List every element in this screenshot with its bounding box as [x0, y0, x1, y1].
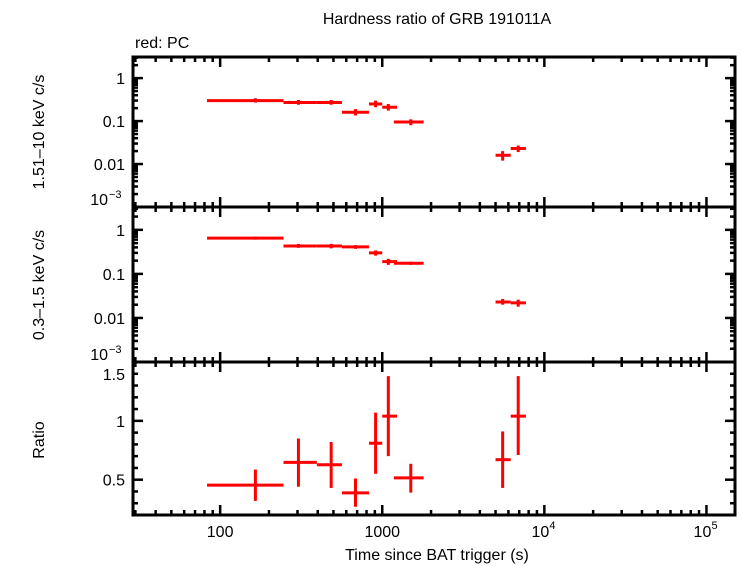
panel-frame-2	[131, 360, 737, 517]
x-tick-label: 10	[531, 524, 549, 541]
panel-frame-0	[131, 55, 737, 209]
y-tick-label: 10	[90, 192, 108, 209]
x-tick-label-exponent: 5	[711, 520, 717, 532]
y-axis-label-0: 1.51–10 keV c/s	[31, 75, 48, 190]
y-tick-label: 0.01	[94, 311, 125, 328]
x-tick-label-exponent: 4	[549, 520, 555, 532]
y-axis-label-1: 0.3–1.5 keV c/s	[31, 230, 48, 340]
x-axis-label: Time since BAT trigger (s)	[345, 547, 529, 564]
y-tick-label-exponent: −3	[109, 344, 122, 356]
x-tick-label: 100	[207, 524, 234, 541]
y-axis-label-2: Ratio	[31, 421, 48, 458]
y-tick-label: 0.1	[103, 267, 125, 284]
legend-note: red: PC	[135, 35, 189, 52]
y-tick-label: 1	[116, 223, 125, 240]
y-tick-label: 1.5	[103, 367, 125, 384]
x-tick-label: 1000	[364, 524, 400, 541]
y-tick-label: 0.5	[103, 473, 125, 490]
y-tick-label: 1	[116, 71, 125, 88]
y-tick-label: 0.1	[103, 114, 125, 131]
y-tick-label: 10	[90, 347, 108, 364]
y-tick-label-exponent: −3	[109, 189, 122, 201]
x-tick-label: 10	[694, 524, 712, 541]
panel-frame-1	[131, 205, 737, 364]
y-tick-label: 0.01	[94, 157, 125, 174]
chart-title: Hardness ratio of GRB 191011A	[323, 11, 552, 28]
y-tick-label: 1	[116, 414, 125, 431]
